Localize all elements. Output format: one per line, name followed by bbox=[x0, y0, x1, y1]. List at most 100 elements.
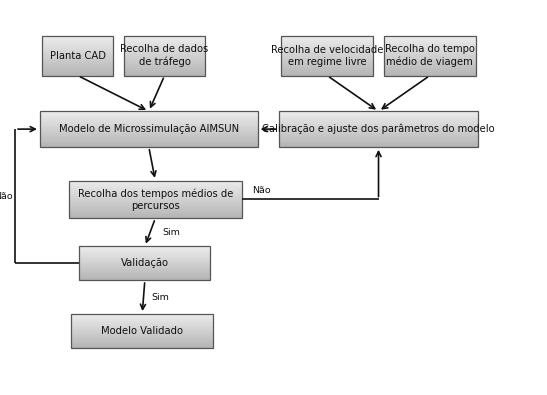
Bar bbox=[279, 129, 478, 131]
Bar bbox=[279, 118, 478, 120]
Text: Não: Não bbox=[0, 192, 13, 201]
Bar bbox=[43, 44, 113, 46]
Bar bbox=[69, 199, 242, 201]
Text: Recolha de velocidade
em regime livre: Recolha de velocidade em regime livre bbox=[271, 45, 383, 67]
Bar bbox=[79, 252, 211, 253]
Bar bbox=[71, 324, 213, 326]
Bar bbox=[124, 42, 205, 44]
Text: Recolha dos tempos médios de
percursos: Recolha dos tempos médios de percursos bbox=[78, 188, 233, 211]
Bar bbox=[43, 68, 113, 70]
Bar bbox=[281, 52, 373, 54]
Bar bbox=[43, 36, 113, 38]
Bar bbox=[384, 42, 476, 44]
Bar bbox=[71, 341, 213, 342]
Bar bbox=[71, 336, 213, 338]
Bar bbox=[71, 317, 213, 319]
Bar bbox=[71, 331, 213, 333]
Bar bbox=[384, 70, 476, 72]
Bar bbox=[69, 211, 242, 213]
Text: Sim: Sim bbox=[152, 293, 170, 301]
Bar bbox=[40, 111, 258, 113]
Text: Recolha de dados
de tráfego: Recolha de dados de tráfego bbox=[120, 44, 208, 68]
Bar bbox=[40, 140, 258, 141]
Text: Sim: Sim bbox=[162, 228, 180, 237]
Bar bbox=[124, 66, 205, 68]
Bar bbox=[40, 124, 258, 126]
Bar bbox=[43, 72, 113, 74]
Bar bbox=[69, 190, 242, 192]
Bar bbox=[281, 44, 373, 46]
Bar bbox=[79, 258, 211, 260]
Bar bbox=[124, 44, 205, 46]
Bar bbox=[279, 140, 478, 141]
Bar bbox=[69, 201, 242, 203]
Bar bbox=[124, 36, 205, 76]
Bar bbox=[69, 196, 242, 198]
Bar bbox=[69, 188, 242, 190]
Bar bbox=[281, 66, 373, 68]
Bar bbox=[69, 216, 242, 218]
Bar bbox=[279, 126, 478, 127]
Bar bbox=[384, 74, 476, 76]
Bar bbox=[281, 50, 373, 52]
Bar bbox=[281, 58, 373, 60]
Bar bbox=[384, 40, 476, 42]
Bar bbox=[43, 60, 113, 62]
Bar bbox=[71, 321, 213, 322]
Bar bbox=[124, 38, 205, 40]
Bar bbox=[124, 46, 205, 48]
Bar bbox=[124, 68, 205, 70]
Bar bbox=[281, 74, 373, 76]
Bar bbox=[281, 48, 373, 50]
Bar bbox=[279, 133, 478, 134]
Bar bbox=[124, 54, 205, 56]
Bar bbox=[40, 143, 258, 145]
Bar bbox=[281, 38, 373, 40]
Bar bbox=[281, 68, 373, 70]
Bar bbox=[384, 52, 476, 54]
Bar bbox=[279, 113, 478, 115]
Bar bbox=[71, 326, 213, 327]
Bar bbox=[79, 277, 211, 278]
Bar bbox=[71, 334, 213, 336]
Bar bbox=[69, 192, 242, 194]
Bar bbox=[79, 268, 211, 270]
Bar bbox=[69, 181, 242, 218]
Text: Planta CAD: Planta CAD bbox=[50, 51, 106, 61]
Bar bbox=[40, 118, 258, 120]
Bar bbox=[279, 122, 478, 124]
Text: Recolha do tempo
médio de viagem: Recolha do tempo médio de viagem bbox=[385, 44, 475, 68]
Bar bbox=[281, 36, 373, 76]
Bar bbox=[71, 322, 213, 324]
Bar bbox=[43, 42, 113, 44]
Bar bbox=[384, 64, 476, 66]
Bar bbox=[71, 327, 213, 329]
Bar bbox=[71, 329, 213, 331]
Bar bbox=[69, 214, 242, 216]
Bar bbox=[71, 314, 213, 316]
Bar bbox=[279, 111, 478, 113]
Bar bbox=[124, 62, 205, 64]
Bar bbox=[279, 120, 478, 122]
Bar bbox=[69, 184, 242, 186]
Bar bbox=[281, 70, 373, 72]
Bar bbox=[43, 74, 113, 76]
Bar bbox=[40, 111, 258, 147]
Bar bbox=[124, 74, 205, 76]
Bar bbox=[79, 246, 211, 248]
Bar bbox=[279, 138, 478, 140]
Bar bbox=[43, 62, 113, 64]
Bar bbox=[384, 72, 476, 74]
Text: Calibração e ajuste dos parâmetros do modelo: Calibração e ajuste dos parâmetros do mo… bbox=[262, 124, 495, 134]
Bar bbox=[43, 50, 113, 52]
Bar bbox=[384, 36, 476, 76]
Bar bbox=[384, 54, 476, 56]
Bar bbox=[124, 72, 205, 74]
Bar bbox=[384, 46, 476, 48]
Bar bbox=[43, 58, 113, 60]
Bar bbox=[79, 261, 211, 263]
Bar bbox=[69, 198, 242, 199]
Bar bbox=[40, 136, 258, 138]
Bar bbox=[384, 38, 476, 40]
Bar bbox=[69, 181, 242, 182]
